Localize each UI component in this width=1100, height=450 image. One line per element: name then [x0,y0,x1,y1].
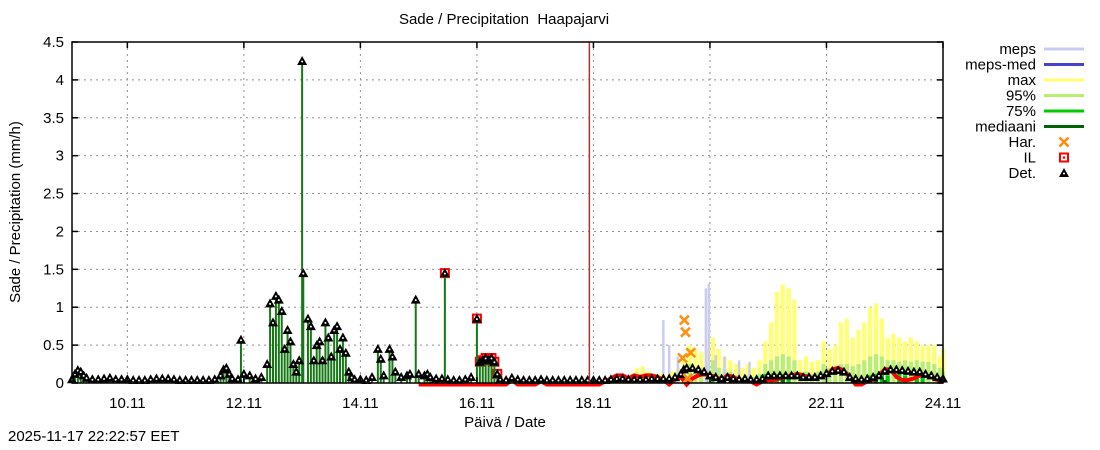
x-tick-label: 16.11 [459,395,495,412]
legend-label: Har. [1008,134,1036,151]
y-tick-label: 3.5 [43,110,64,127]
legend-label: IL [1023,150,1036,167]
legend-label: meps [999,41,1036,58]
legend-label: max [1008,72,1037,89]
legend-entry-har-: Har. [1008,134,1070,151]
y-tick-label: 4 [56,72,64,89]
series-Det.-markers [67,55,948,384]
legend-entry-det-: Det. [1008,165,1069,182]
y-axis-label: Sade / Precipitation (mm/h) [7,121,24,303]
legend-label: Det. [1008,165,1036,182]
legend-label: 75% [1006,103,1036,120]
legend-entry-meps-med: meps-med [965,57,1084,74]
y-tick-label: 2.5 [43,186,64,203]
legend-entry-75-: 75% [1006,103,1084,120]
legend-entry-max: max [1008,72,1084,89]
y-tick-label: 0 [56,375,64,392]
y-tick-label: 0.5 [43,337,64,354]
legend-entry-mediaani: mediaani [975,119,1084,136]
x-tick-label: 24.11 [925,395,961,412]
x-tick-labels: 10.11 12.11 14.11 16.11 18.11 20.11 22.11 24.11 [109,395,961,412]
series-Har. [677,314,697,384]
x-tick-label: 14.11 [342,395,378,412]
y-tick-labels: 0 0.5 1 1.5 2 2.5 3 3.5 4 4.5 [43,34,64,392]
axis-ticks [72,41,944,384]
timestamp: 2025-11-17 22:22:57 EET [8,428,180,445]
chart-title: Sade / Precipitation Haapajarvi [399,11,609,28]
series-Det.-stems [71,60,589,383]
plot-border [71,41,944,384]
y-tick-label: 1 [56,299,64,316]
legend-label: 95% [1006,88,1036,105]
y-tick-label: 3 [56,148,64,165]
y-tick-label: 1.5 [43,261,64,278]
grid-lines [72,41,944,384]
legend-label: meps-med [965,57,1036,74]
legend-entry-meps: meps [999,41,1084,58]
legend-entry-95-: 95% [1006,88,1084,105]
x-tick-label: 12.11 [226,395,262,412]
plot-area: 10.11 12.11 14.11 16.11 18.11 20.11 22.11 24.11… [43,34,961,412]
x-tick-label: 18.11 [575,395,611,412]
x-tick-label: 20.11 [692,395,728,412]
series-mediaani [780,379,887,383]
legend-label: mediaani [975,119,1036,136]
y-tick-label: 4.5 [43,34,64,51]
legend-entry-il: IL [1023,150,1069,167]
x-tick-label: 10.11 [109,395,145,412]
y-tick-label: 2 [56,223,64,240]
x-axis-label: Päivä / Date [464,414,546,431]
x-tick-label: 22.11 [808,395,844,412]
